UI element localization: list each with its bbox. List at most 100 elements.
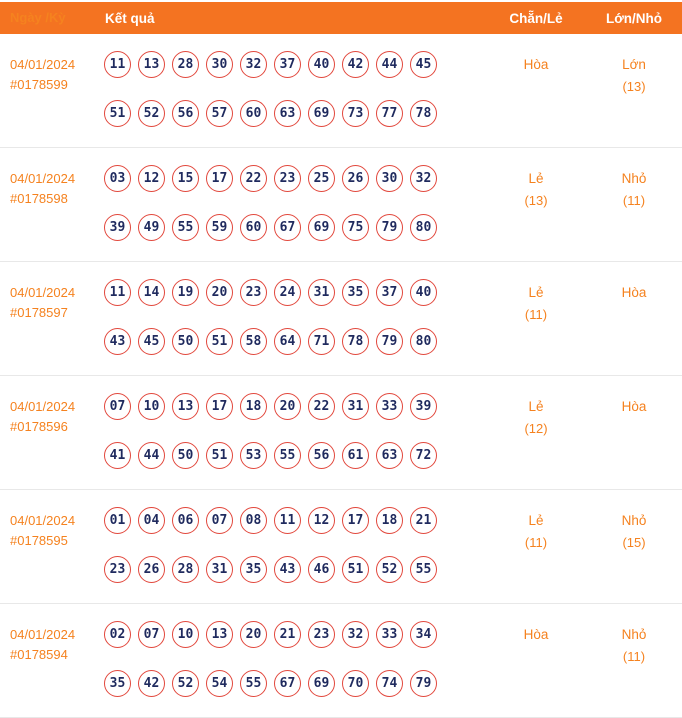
table-header: Ngày /Kỳ Kết quả Chẵn/Lẻ Lớn/Nhỏ (0, 2, 682, 34)
number-ball: 37 (376, 279, 403, 306)
number-ball: 69 (308, 100, 335, 127)
draw-date: 04/01/2024 (10, 627, 76, 642)
number-ball: 43 (104, 328, 131, 355)
result-numbers-cell: 02 07 10 13 20 21 23 32 33 34 35 42 52 54 55 67 69 70 74 7… (104, 621, 486, 697)
table-row: 04/01/2024 #0178596 07 10 13 17 18 20 22 31 33 39… (0, 376, 682, 490)
number-ball: 58 (240, 328, 267, 355)
number-ball: 32 (240, 51, 267, 78)
numbers-line-2: 23 26 28 31 35 43 46 51 52 55 (104, 556, 486, 583)
number-ball: 39 (104, 214, 131, 241)
number-ball: 15 (172, 165, 199, 192)
number-ball: 52 (138, 100, 165, 127)
number-ball: 33 (376, 393, 403, 420)
number-ball: 37 (274, 51, 301, 78)
numbers-line-2: 41 44 50 51 53 55 56 61 63 72 (104, 442, 486, 469)
number-ball: 39 (410, 393, 437, 420)
draw-info-cell: 04/01/2024 #0178596 (0, 393, 104, 437)
draw-id: #0178596 (10, 419, 68, 434)
number-ball: 73 (342, 100, 369, 127)
draw-info-cell: 04/01/2024 #0178599 (0, 51, 104, 95)
header-even-odd-label: Chẵn/Lẻ (509, 10, 563, 26)
number-ball: 13 (138, 51, 165, 78)
number-ball: 18 (376, 507, 403, 534)
number-ball: 59 (206, 214, 233, 241)
number-ball: 31 (308, 279, 335, 306)
number-ball: 50 (172, 328, 199, 355)
draw-id: #0178594 (10, 647, 68, 662)
number-ball: 78 (342, 328, 369, 355)
number-ball: 14 (138, 279, 165, 306)
number-ball: 31 (206, 556, 233, 583)
number-ball: 57 (206, 100, 233, 127)
number-ball: 55 (172, 214, 199, 241)
number-ball: 08 (240, 507, 267, 534)
table-row: 04/01/2024 #0178597 11 14 19 20 23 24 31 35 37 40… (0, 262, 682, 376)
number-ball: 10 (172, 621, 199, 648)
number-ball: 69 (308, 214, 335, 241)
number-ball: 79 (376, 214, 403, 241)
number-ball: 28 (172, 51, 199, 78)
number-ball: 35 (104, 670, 131, 697)
number-ball: 80 (410, 328, 437, 355)
numbers-line-2: 51 52 56 57 60 63 69 73 77 78 (104, 100, 486, 127)
even-odd-value: Lẻ (528, 285, 544, 300)
number-ball: 33 (376, 621, 403, 648)
number-ball: 80 (410, 214, 437, 241)
number-ball: 35 (240, 556, 267, 583)
number-ball: 26 (138, 556, 165, 583)
number-ball: 50 (172, 442, 199, 469)
number-ball: 60 (240, 214, 267, 241)
number-ball: 46 (308, 556, 335, 583)
number-ball: 56 (172, 100, 199, 127)
table-row: 04/01/2024 #0178594 02 07 10 13 20 21 23 32 33 34… (0, 604, 682, 718)
number-ball: 17 (342, 507, 369, 534)
number-ball: 34 (410, 621, 437, 648)
numbers-line-1: 03 12 15 17 22 23 25 26 30 32 (104, 165, 486, 192)
big-small-value: Nhỏ (621, 627, 647, 642)
number-ball: 49 (138, 214, 165, 241)
number-ball: 55 (274, 442, 301, 469)
number-ball: 07 (138, 621, 165, 648)
number-ball: 52 (376, 556, 403, 583)
result-numbers-cell: 07 10 13 17 18 20 22 31 33 39 41 44 50 51 53 55 56 61 63 7… (104, 393, 486, 469)
number-ball: 45 (138, 328, 165, 355)
number-ball: 74 (376, 670, 403, 697)
number-ball: 01 (104, 507, 131, 534)
number-ball: 07 (104, 393, 131, 420)
header-date-label: Ngày /Kỳ (10, 10, 66, 25)
draw-date: 04/01/2024 (10, 285, 76, 300)
numbers-line-1: 11 14 19 20 23 24 31 35 37 40 (104, 279, 486, 306)
big-small-value: Nhỏ (621, 171, 647, 186)
number-ball: 35 (342, 279, 369, 306)
number-ball: 21 (410, 507, 437, 534)
number-ball: 60 (240, 100, 267, 127)
number-ball: 18 (240, 393, 267, 420)
number-ball: 32 (342, 621, 369, 648)
number-ball: 26 (342, 165, 369, 192)
even-odd-count: (12) (524, 421, 548, 436)
number-ball: 12 (138, 165, 165, 192)
big-small-value: Hòa (621, 285, 647, 300)
draw-info-cell: 04/01/2024 #0178594 (0, 621, 104, 665)
number-ball: 23 (308, 621, 335, 648)
even-odd-cell: Lẻ (13) (486, 165, 586, 212)
number-ball: 52 (172, 670, 199, 697)
number-ball: 71 (308, 328, 335, 355)
number-ball: 77 (376, 100, 403, 127)
number-ball: 04 (138, 507, 165, 534)
number-ball: 19 (172, 279, 199, 306)
numbers-line-1: 11 13 28 30 32 37 40 42 44 45 (104, 51, 486, 78)
even-odd-cell: Lẻ (11) (486, 279, 586, 326)
number-ball: 51 (104, 100, 131, 127)
number-ball: 63 (376, 442, 403, 469)
number-ball: 21 (274, 621, 301, 648)
draw-date: 04/01/2024 (10, 399, 76, 414)
number-ball: 56 (308, 442, 335, 469)
number-ball: 23 (240, 279, 267, 306)
number-ball: 17 (206, 393, 233, 420)
big-small-count: (11) (622, 193, 646, 208)
draw-date: 04/01/2024 (10, 513, 76, 528)
big-small-cell: Nhỏ (11) (586, 621, 682, 668)
big-small-cell: Nhỏ (15) (586, 507, 682, 554)
number-ball: 55 (410, 556, 437, 583)
